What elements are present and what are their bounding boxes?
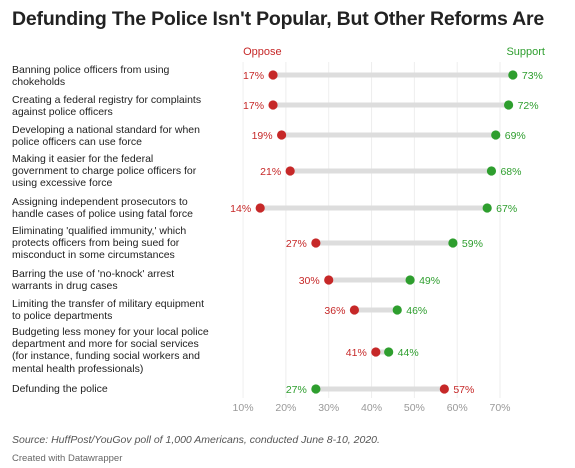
label-oppose: 17% (243, 70, 264, 82)
label-oppose: 57% (453, 384, 474, 396)
x-tick-label: 10% (233, 402, 254, 414)
row-label: Budgeting less money for your local poli… (12, 326, 209, 375)
dot-oppose (268, 70, 278, 80)
label-oppose: 14% (230, 203, 251, 215)
dot-oppose (324, 275, 334, 285)
label-oppose: 27% (286, 238, 307, 250)
label-support: 69% (505, 130, 526, 142)
dot-support (503, 100, 514, 110)
row-label: Making it easier for the federal governme… (12, 153, 197, 190)
dot-support (448, 238, 458, 248)
row-label: Limiting the transfer of military equipm… (12, 298, 204, 323)
row-label: Eliminating 'qualified immunity,' which p… (12, 225, 187, 262)
dot-support (405, 275, 415, 285)
label-support: 67% (496, 203, 517, 215)
x-tick-label: 40% (361, 402, 382, 414)
row-label: Developing a national standard for when p… (12, 124, 200, 149)
dot-support (392, 305, 402, 315)
dot-oppose (349, 305, 360, 315)
dot-support (508, 70, 518, 80)
label-oppose: 36% (324, 305, 345, 317)
dot-oppose (311, 238, 321, 248)
row-label: Assigning independent prosecutors to hand… (12, 196, 193, 221)
dot-support (384, 347, 394, 357)
label-support: 49% (419, 275, 440, 287)
dot-support (491, 130, 501, 140)
label-support: 68% (500, 166, 521, 178)
x-tick-label: 50% (404, 402, 425, 414)
x-tick-label: 20% (275, 402, 296, 414)
dot-support (486, 166, 497, 176)
x-tick-label: 30% (318, 402, 339, 414)
legend-oppose: Oppose (243, 46, 282, 58)
x-tick-label: 70% (490, 402, 511, 414)
dot-oppose (285, 166, 295, 176)
row-labels: Banning police officers from using chokeh… (12, 0, 232, 410)
label-support: 27% (286, 384, 307, 396)
dot-support (482, 203, 492, 213)
label-support: 46% (406, 305, 427, 317)
label-support: 73% (522, 70, 543, 82)
credit-note: Created with Datawrapper (12, 453, 123, 464)
row-label: Creating a federal registry for complain… (12, 94, 202, 119)
dot-oppose (268, 100, 278, 110)
dot-oppose (277, 130, 287, 140)
label-oppose: 41% (346, 347, 367, 359)
chart-title: Defunding The Police Isn't Popular, But … (12, 8, 545, 30)
label-oppose: 30% (299, 275, 320, 287)
row-label: Defunding the police (12, 383, 108, 395)
legend-support: Support (506, 46, 545, 58)
dot-oppose (255, 203, 265, 213)
label-support: 72% (518, 100, 539, 112)
label-oppose: 21% (260, 166, 281, 178)
label-oppose: 17% (243, 100, 264, 112)
dot-oppose (371, 347, 381, 357)
dot-oppose (439, 384, 449, 394)
x-tick-label: 60% (447, 402, 468, 414)
label-support: 59% (462, 238, 483, 250)
label-support: 44% (398, 347, 419, 359)
dot-range-chart: Oppose Support 17% 73% 17% 72% 19% 69% 21% 68% 14%… (230, 46, 545, 414)
row-label: Barring the use of 'no-knock' arrest warr… (12, 268, 175, 293)
dot-support (311, 384, 321, 394)
source-note: Source: HuffPost/YouGov poll of 1,000 Am… (12, 434, 380, 446)
row-label: Banning police officers from using chokeh… (12, 64, 170, 89)
label-oppose: 19% (252, 130, 273, 142)
